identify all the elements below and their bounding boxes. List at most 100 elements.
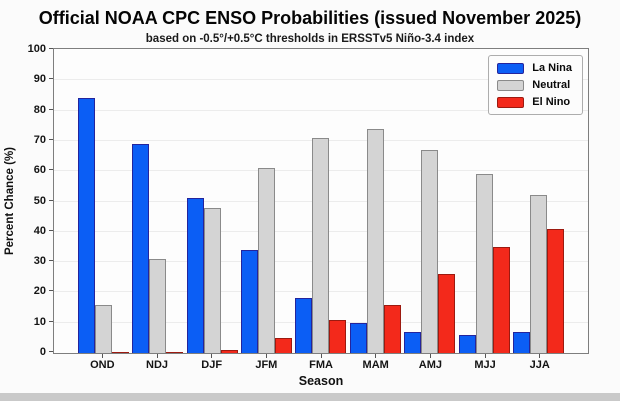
bar-el-nino-jja bbox=[547, 229, 565, 353]
y-tickmark bbox=[49, 48, 53, 49]
y-tickmark bbox=[49, 260, 53, 262]
y-tickmark bbox=[49, 108, 53, 110]
bar-el-nino-fma bbox=[329, 320, 347, 353]
bar-la-nina-fma bbox=[295, 298, 313, 353]
bar-neutral-amj bbox=[421, 150, 439, 353]
bar-la-nina-jfm bbox=[241, 250, 259, 353]
legend-item-el-nino: El Nino bbox=[497, 96, 572, 108]
legend-swatch bbox=[497, 96, 525, 108]
x-tickmark bbox=[539, 354, 541, 358]
x-tickmark-slot bbox=[130, 354, 185, 358]
bar-neutral-ndj bbox=[149, 259, 167, 353]
bar-el-nino-mam bbox=[383, 305, 401, 353]
y-tick-label: 30 bbox=[33, 255, 46, 268]
x-tickmark-slot bbox=[184, 354, 239, 358]
legend-item-la-nina: La Nina bbox=[497, 62, 572, 74]
x-tickmark-slot bbox=[403, 354, 458, 358]
x-tick-label-mam: MAM bbox=[362, 359, 389, 371]
x-tick-label-djf: DJF bbox=[201, 359, 223, 371]
bar-neutral-jja bbox=[530, 195, 548, 353]
y-tickmark bbox=[49, 290, 53, 292]
bar-neutral-djf bbox=[203, 208, 221, 353]
legend-label: Neutral bbox=[532, 79, 571, 91]
bar-group-jfm bbox=[239, 49, 293, 353]
bar-el-nino-djf bbox=[220, 350, 238, 353]
y-tickmark bbox=[49, 78, 53, 80]
x-axis-tickmarks bbox=[53, 354, 589, 358]
y-tickmark bbox=[49, 169, 53, 171]
bar-neutral-fma bbox=[312, 138, 330, 353]
y-tick-label: 90 bbox=[33, 73, 46, 86]
bar-group-ond bbox=[76, 49, 130, 353]
bar-la-nina-ndj bbox=[132, 144, 150, 353]
y-tickmark bbox=[49, 229, 53, 231]
legend-swatch bbox=[497, 79, 525, 91]
x-tickmark-slot bbox=[239, 354, 294, 358]
x-tickmark bbox=[375, 354, 377, 358]
bar-la-nina-djf bbox=[186, 198, 204, 353]
x-tickmark bbox=[484, 354, 486, 358]
y-tick-label: 70 bbox=[33, 133, 46, 146]
legend: La Nina Neutral El Nino bbox=[488, 55, 583, 115]
y-tick-label: 60 bbox=[33, 164, 46, 177]
x-tickmark-slot bbox=[348, 354, 403, 358]
x-tickmark bbox=[429, 354, 431, 358]
x-tickmark bbox=[211, 354, 213, 358]
x-tickmark bbox=[265, 354, 267, 358]
bar-el-nino-mjj bbox=[492, 247, 510, 353]
legend-item-neutral: Neutral bbox=[497, 79, 572, 91]
bar-group-fma bbox=[294, 49, 348, 353]
bar-neutral-jfm bbox=[258, 168, 276, 353]
x-tickmark bbox=[101, 354, 103, 358]
legend-label: La Nina bbox=[532, 62, 572, 74]
bars-layer bbox=[54, 49, 588, 353]
bar-neutral-mjj bbox=[475, 174, 493, 353]
bar-el-nino-jfm bbox=[275, 338, 293, 353]
x-tickmark-slot bbox=[458, 354, 513, 358]
bar-la-nina-amj bbox=[404, 332, 422, 353]
bar-neutral-ond bbox=[94, 305, 112, 353]
x-tick-label-jfm: JFM bbox=[255, 359, 278, 371]
chart-title: Official NOAA CPC ENSO Probabilities (is… bbox=[38, 8, 582, 28]
legend-swatch bbox=[497, 62, 525, 74]
y-tick-label: 20 bbox=[33, 285, 46, 298]
y-tick-label: 80 bbox=[33, 103, 46, 116]
bar-la-nina-ond bbox=[77, 98, 95, 353]
y-tick-label: 10 bbox=[33, 315, 46, 328]
bar-la-nina-mam bbox=[349, 323, 367, 353]
gridline bbox=[54, 79, 588, 81]
bar-el-nino-ndj bbox=[166, 352, 184, 353]
y-tickmark bbox=[49, 320, 53, 322]
bar-group-djf bbox=[185, 49, 239, 353]
bottom-border-strip bbox=[0, 393, 620, 401]
chart-subtitle: based on -0.5°/+0.5°C thresholds in ERSS… bbox=[145, 33, 475, 45]
y-tick-label: 0 bbox=[39, 346, 46, 358]
x-tick-label-mjj: MJJ bbox=[474, 359, 496, 371]
legend-label: El Nino bbox=[532, 96, 571, 108]
y-tick-label: 100 bbox=[27, 43, 46, 55]
bar-la-nina-mjj bbox=[458, 335, 476, 353]
y-tick-label: 40 bbox=[33, 224, 46, 237]
plot-area: La Nina Neutral El Nino bbox=[53, 48, 589, 354]
x-axis-tick-labels: OND NDJ DJF JFM FMA MAM AMJ MJJ JJA bbox=[53, 359, 589, 371]
bar-el-nino-ond bbox=[111, 352, 129, 353]
y-tickmark bbox=[49, 351, 53, 352]
bar-group-mjj bbox=[457, 49, 511, 353]
bar-el-nino-amj bbox=[438, 274, 456, 353]
x-tickmark-slot bbox=[294, 354, 349, 358]
gridline bbox=[54, 109, 588, 111]
bar-group-amj bbox=[403, 49, 457, 353]
x-tick-label-amj: AMJ bbox=[418, 359, 442, 371]
bar-neutral-mam bbox=[366, 129, 384, 353]
y-tickmark bbox=[49, 138, 53, 140]
x-tickmark bbox=[320, 354, 322, 358]
y-tick-label: 50 bbox=[33, 194, 46, 207]
y-tickmark bbox=[49, 199, 53, 201]
x-tickmark-slot bbox=[75, 354, 130, 358]
x-tick-label-ndj: NDJ bbox=[146, 359, 169, 371]
bar-group-jja bbox=[512, 49, 566, 353]
x-tickmark bbox=[156, 354, 158, 358]
bar-group-ndj bbox=[130, 49, 184, 353]
bar-la-nina-jja bbox=[513, 332, 531, 353]
